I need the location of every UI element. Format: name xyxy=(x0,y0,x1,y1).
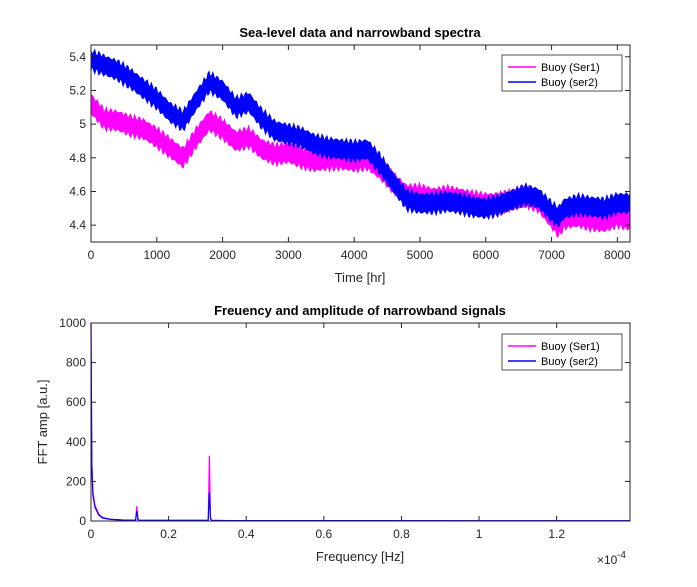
bottom-x-tick-label: 0.2 xyxy=(160,527,177,541)
bottom-chart-title: Freuency and amplitude of narrowband sig… xyxy=(214,303,506,318)
top-y-tick-label: 4.6 xyxy=(69,184,86,198)
top-y-ticks: 4.4 4.6 4.8 5 5.2 5.4 xyxy=(69,50,630,232)
top-legend: Buoy (Ser1) Buoy (ser2) xyxy=(501,54,623,92)
bottom-legend-box xyxy=(501,333,623,371)
top-y-tick-label: 4.4 xyxy=(69,218,86,232)
top-y-tick-label: 5 xyxy=(79,117,86,131)
top-x-tick-label: 5000 xyxy=(407,248,434,262)
top-x-tick-label: 8000 xyxy=(604,248,631,262)
bottom-y-tick-label: 400 xyxy=(66,435,86,449)
top-chart-title: Sea-level data and narrowband spectra xyxy=(239,25,481,40)
top-x-tick-label: 7000 xyxy=(538,248,565,262)
bottom-y-tick-label: 0 xyxy=(79,514,86,528)
bottom-x-tick-label: 1 xyxy=(476,527,483,541)
bottom-legend-label-ser2: Buoy (ser2) xyxy=(541,356,598,368)
top-x-tick-label: 2000 xyxy=(209,248,236,262)
top-y-tick-label: 5.2 xyxy=(69,83,86,97)
bottom-x-multiplier: ×10 xyxy=(597,553,618,567)
bottom-y-ticks: 0 200 400 600 800 1000 xyxy=(59,316,630,528)
bottom-legend-label-ser1: Buoy (Ser1) xyxy=(541,341,600,353)
top-y-tick-label: 4.8 xyxy=(69,151,86,165)
top-legend-box xyxy=(501,54,623,92)
bottom-axes-box xyxy=(90,322,631,522)
top-legend-label-ser2: Buoy (ser2) xyxy=(541,77,598,89)
bottom-legend: Buoy (Ser1) Buoy (ser2) xyxy=(501,333,623,371)
top-y-tick-label: 5.4 xyxy=(69,50,86,64)
bottom-y-tick-label: 1000 xyxy=(59,316,86,330)
bottom-x-axis-label: Frequency [Hz] xyxy=(316,549,404,564)
top-legend-label-ser1: Buoy (Ser1) xyxy=(541,62,600,74)
bottom-x-tick-label: 1.2 xyxy=(548,527,565,541)
top-x-ticks: 0 1000 2000 3000 4000 5000 6000 7000 8000 xyxy=(88,45,631,262)
top-x-tick-label: 1000 xyxy=(143,248,170,262)
top-chart: Sea-level data and narrowband spectra 0 1… xyxy=(69,25,631,285)
top-axes-box xyxy=(90,44,631,243)
bottom-y-tick-label: 200 xyxy=(66,474,86,488)
bottom-y-tick-label: 800 xyxy=(66,356,86,370)
bottom-x-tick-label: 0.8 xyxy=(393,527,410,541)
bottom-chart: Freuency and amplitude of narrowband sig… xyxy=(35,303,631,567)
bottom-x-ticks: 0 0.2 0.4 0.6 0.8 1 1.2 xyxy=(88,323,565,541)
bottom-y-axis-label: FFT amp [a.u.] xyxy=(35,379,50,464)
bottom-x-tick-label: 0.4 xyxy=(238,527,255,541)
bottom-x-tick-label: 0 xyxy=(88,527,95,541)
top-x-axis-label: Time [hr] xyxy=(335,270,386,285)
bottom-x-multiplier-exponent: -4 xyxy=(617,550,626,561)
bottom-x-tick-label: 0.6 xyxy=(315,527,332,541)
top-x-tick-label: 4000 xyxy=(341,248,368,262)
top-x-tick-label: 6000 xyxy=(472,248,499,262)
bottom-y-tick-label: 600 xyxy=(66,395,86,409)
top-x-tick-label: 0 xyxy=(88,248,95,262)
top-x-tick-label: 3000 xyxy=(275,248,302,262)
